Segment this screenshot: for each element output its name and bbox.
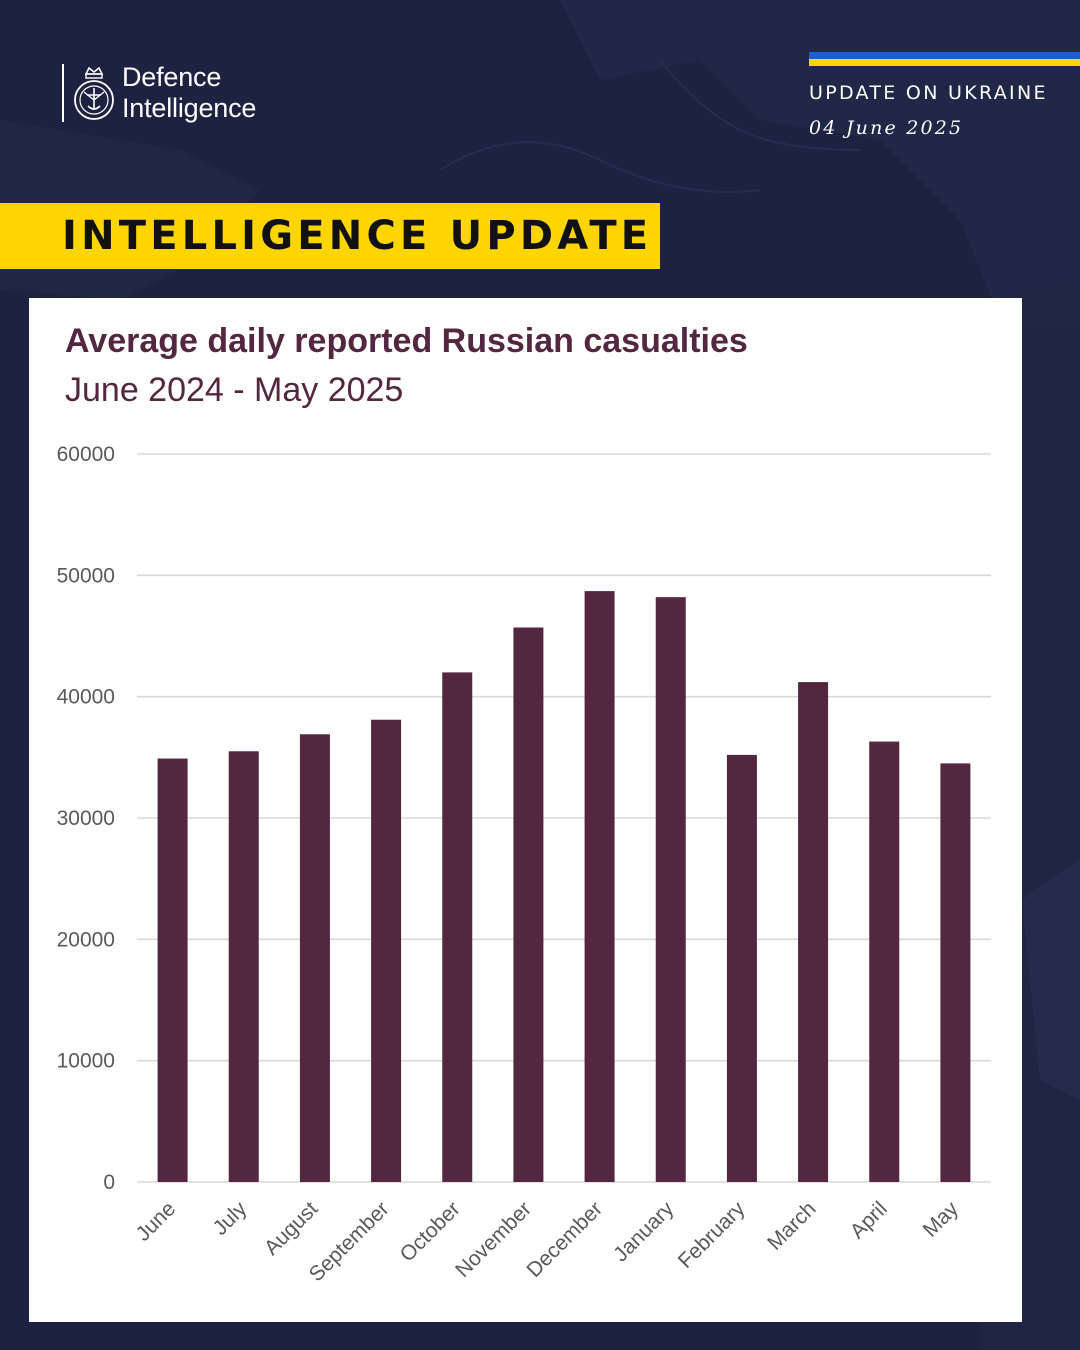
x-tick-label: August <box>260 1197 323 1260</box>
x-tick-label: April <box>846 1197 892 1243</box>
update-label: UPDATE ON UKRAINE <box>809 82 1048 104</box>
brand-name: Defence Intelligence <box>122 62 256 124</box>
x-tick-label: March <box>763 1197 821 1255</box>
crest-icon <box>74 66 114 120</box>
defence-intelligence-logo: Defence Intelligence <box>62 62 256 124</box>
bar <box>299 734 330 1182</box>
bar <box>371 719 402 1182</box>
y-tick-label: 40000 <box>57 686 115 709</box>
bar <box>798 682 829 1182</box>
bar <box>513 627 544 1182</box>
chart-card: Average daily reported Russian casualtie… <box>29 298 1022 1322</box>
bar <box>584 591 615 1182</box>
x-tick-label: February <box>674 1197 750 1273</box>
y-tick-label: 50000 <box>57 564 115 587</box>
x-tick-label: December <box>522 1197 607 1282</box>
x-tick-label: May <box>919 1197 964 1242</box>
y-tick-label: 30000 <box>57 807 115 830</box>
bar <box>869 741 900 1182</box>
flag-stripe-yellow <box>809 59 1080 66</box>
bar <box>442 672 473 1182</box>
banner-title: INTELLIGENCE UPDATE <box>62 213 653 259</box>
y-tick-label: 20000 <box>57 928 115 951</box>
chart-title: Average daily reported Russian casualtie… <box>65 322 748 360</box>
logo-divider <box>62 64 64 122</box>
bar <box>655 597 686 1182</box>
y-tick-label: 10000 <box>57 1050 115 1073</box>
x-tick-label: July <box>209 1197 252 1240</box>
bar <box>940 763 971 1182</box>
bar <box>157 758 188 1182</box>
y-tick-label: 60000 <box>57 443 115 466</box>
bar <box>726 754 757 1182</box>
intelligence-update-banner: INTELLIGENCE UPDATE <box>0 203 660 269</box>
chart-subtitle: June 2024 - May 2025 <box>65 371 404 409</box>
update-date: 04 June 2025 <box>809 117 964 139</box>
x-tick-label: January <box>609 1197 678 1266</box>
flag-stripe-blue <box>809 52 1080 59</box>
brand-name-line1: Defence <box>122 62 222 92</box>
x-tick-label: June <box>132 1197 180 1245</box>
x-tick-label: October <box>396 1197 465 1266</box>
brand-name-line2: Intelligence <box>122 93 257 123</box>
x-tick-label: November <box>451 1197 536 1282</box>
bar <box>228 751 259 1182</box>
y-tick-label: 0 <box>103 1171 115 1194</box>
